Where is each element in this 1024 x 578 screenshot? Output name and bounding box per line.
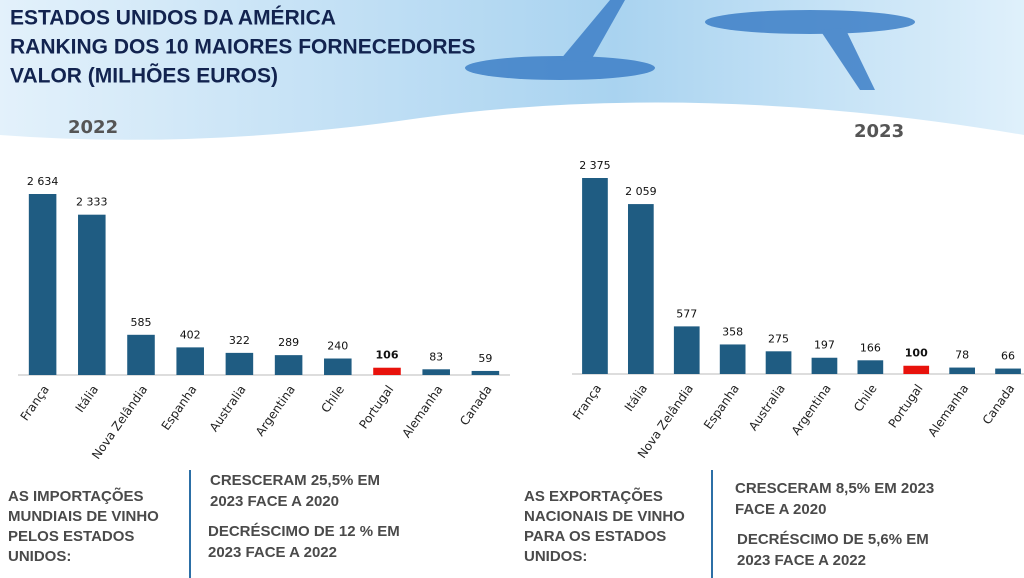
note-fact: DECRÉSCIMO DE 12 % EM — [208, 523, 400, 540]
data-label: 358 — [722, 325, 743, 338]
note-subject: UNIDOS: — [524, 548, 587, 565]
chart-title: RANKING DOS 10 MAIORES FORNECEDORES — [10, 36, 476, 59]
bar — [422, 369, 450, 375]
x-tick-label: Portugal — [356, 383, 396, 432]
data-label: 2 333 — [76, 196, 108, 209]
note-subject: MUNDIAIS DE VINHO — [8, 508, 159, 525]
bar — [471, 370, 500, 375]
data-label: 240 — [327, 340, 348, 353]
bar — [274, 355, 303, 375]
data-label: 275 — [768, 332, 789, 345]
x-tick-label: Argentina — [253, 383, 298, 439]
bar — [857, 360, 884, 374]
note-subject: AS IMPORTAÇÕES — [8, 487, 144, 505]
bar — [324, 358, 352, 375]
bar — [903, 365, 930, 374]
bar — [28, 194, 57, 375]
bar — [78, 214, 106, 375]
bar — [811, 357, 838, 374]
bar — [995, 368, 1021, 374]
data-label: 100 — [905, 347, 928, 360]
data-label: 83 — [429, 350, 443, 363]
note-subject: PELOS ESTADOS — [8, 528, 134, 545]
note-fact: CRESCERAM 25,5% EM — [210, 472, 380, 489]
bar — [225, 352, 254, 375]
data-label: 402 — [180, 328, 201, 341]
data-label: 78 — [955, 349, 969, 362]
data-label: 106 — [376, 349, 399, 362]
chart-year: 2023 — [854, 121, 904, 142]
bar — [719, 344, 746, 374]
note-fact: 2023 FACE A 2020 — [210, 493, 339, 510]
x-tick-label: Itália — [622, 382, 650, 414]
data-label: 197 — [814, 339, 835, 352]
x-tick-label: Argentina — [789, 382, 834, 438]
note-subject: AS EXPORTAÇÕES — [524, 487, 663, 505]
data-label: 322 — [229, 334, 250, 347]
chart-year: 2022 — [68, 117, 118, 138]
x-tick-label: Chile — [318, 383, 347, 416]
x-tick-label: Portugal — [886, 382, 926, 431]
bar — [373, 367, 401, 375]
note-fact: DECRÉSCIMO DE 5,6% EM — [737, 531, 929, 548]
data-label: 577 — [676, 307, 697, 320]
data-label: 166 — [860, 341, 881, 354]
bar — [582, 178, 608, 374]
x-tick-label: Chile — [851, 382, 880, 415]
bar — [627, 204, 654, 374]
bar — [176, 347, 204, 375]
data-label: 289 — [278, 336, 299, 349]
data-label: 66 — [1001, 350, 1015, 363]
bar — [127, 334, 155, 375]
note-subject: PARA OS ESTADOS — [524, 528, 666, 545]
x-tick-label: Espanha — [159, 383, 200, 433]
x-tick-label: Australia — [207, 383, 249, 435]
chart-title: VALOR (MILHÕES EUROS) — [10, 64, 278, 88]
bar — [673, 326, 700, 374]
x-tick-label: Alemanha — [925, 382, 971, 440]
data-label: 2 375 — [579, 159, 611, 172]
x-tick-label: Espanha — [701, 382, 742, 432]
x-tick-label: França — [570, 382, 604, 423]
data-label: 59 — [478, 352, 492, 365]
note-fact: 2023 FACE A 2022 — [208, 544, 337, 561]
data-label: 2 634 — [27, 175, 59, 188]
bar — [765, 351, 792, 374]
note-fact: FACE A 2020 — [735, 501, 826, 518]
plane-decoration — [465, 0, 915, 90]
note-fact: 2023 FACE A 2022 — [737, 552, 866, 569]
data-label: 585 — [131, 316, 152, 329]
x-tick-label: França — [18, 383, 52, 424]
x-tick-label: Australia — [746, 382, 788, 434]
x-tick-label: Canada — [457, 383, 495, 428]
x-tick-label: Itália — [73, 383, 101, 415]
bar — [949, 367, 976, 374]
note-subject: NACIONAIS DE VINHO — [524, 508, 685, 525]
chart-title: ESTADOS UNIDOS DA AMÉRICA — [10, 7, 336, 30]
note-subject: UNIDOS: — [8, 548, 71, 565]
x-tick-label: Alemanha — [399, 383, 445, 441]
note-fact: CRESCERAM 8,5% EM 2023 — [735, 480, 934, 497]
data-label: 2 059 — [625, 185, 657, 198]
x-tick-label: Canada — [980, 382, 1018, 427]
